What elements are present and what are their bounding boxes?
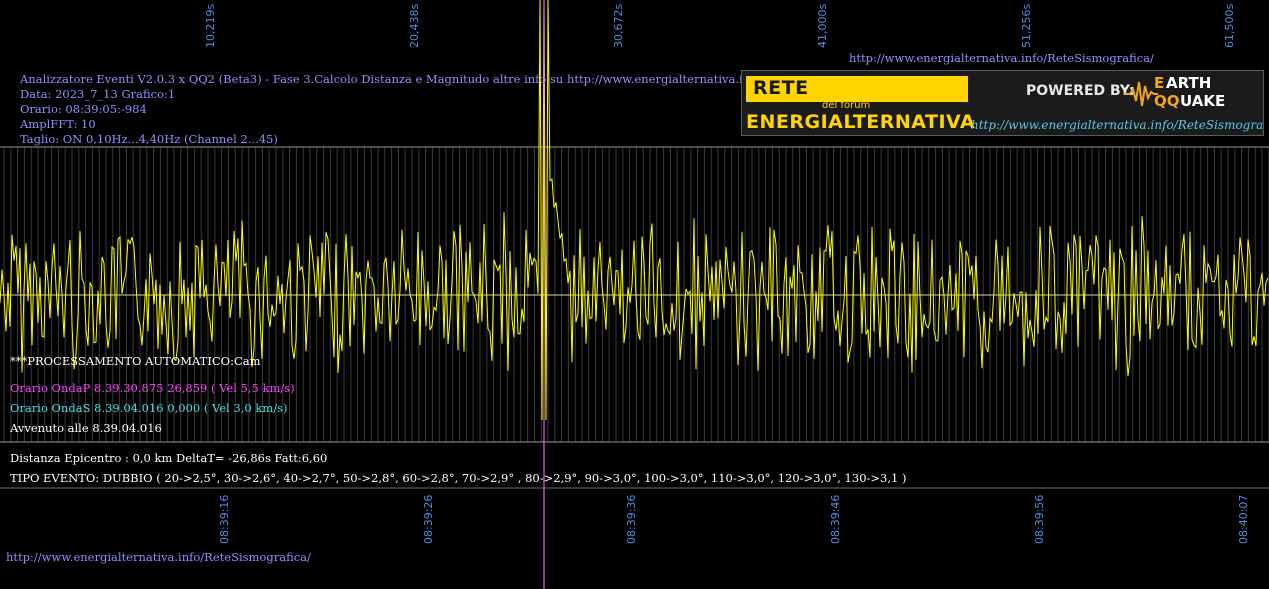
- event-time: Avvenuto alle 8.39.04.016: [10, 421, 162, 435]
- bottom-axis-label: 08:39:36: [625, 494, 638, 544]
- header-time: Orario: 08:39:05:-984: [20, 102, 147, 116]
- top-axis-label: 20,438s: [408, 3, 421, 48]
- top-axis-label: 61,500s: [1223, 3, 1236, 48]
- banner-subtitle: del forum: [822, 100, 871, 111]
- epicenter-distance: Distanza Epicentro : 0,0 km DeltaT= -26,…: [10, 451, 328, 465]
- banner-title-2: ENERGIALTERNATIVA: [746, 111, 976, 133]
- top-axis-label: 41,000s: [816, 3, 829, 48]
- banner-title: RETE SISMOGRAFICA: [753, 77, 923, 121]
- processing-auto: ***PROCESSAMENTO AUTOMATICO:Cam: [10, 354, 261, 368]
- header-info: Analizzatore Eventi V2.0.3 x QQ2 (Beta3)…: [20, 72, 820, 147]
- top-axis-label: 51,256s: [1020, 3, 1033, 48]
- top-url-link[interactable]: http://www.energialternativa.info/ReteSi…: [849, 51, 1154, 65]
- bottom-axis-label: 08:39:16: [218, 494, 231, 544]
- banner-title-bg: RETE SISMOGRAFICA: [746, 76, 968, 121]
- top-axis-label: 10,219s: [204, 3, 217, 48]
- event-type: TIPO EVENTO: DUBBIO ( 20->2,5°, 30->2,6°…: [10, 471, 907, 485]
- logo-uake: UAKE: [1180, 92, 1226, 110]
- logo-qq: QQ: [1154, 92, 1180, 110]
- header-title: Analizzatore Eventi V2.0.3 x QQ2 (Beta3)…: [20, 72, 821, 86]
- header-amplfft: AmplFFT: 10: [20, 117, 96, 131]
- header-date: Data: 2023_7_13 Grafico:1: [20, 87, 176, 101]
- signal-trace: [0, 0, 1269, 421]
- top-axis-label: 30,672s: [612, 3, 625, 48]
- onda-p-time: Orario OndaP 8.39.30.875 26,859 ( Vel 5,…: [10, 381, 295, 395]
- bottom-url-link[interactable]: http://www.energialternativa.info/ReteSi…: [6, 550, 311, 564]
- powered-by-label: POWERED BY:: [1026, 83, 1135, 99]
- header-filter: Taglio: ON 0,10Hz...4,40Hz (Channel 2...…: [20, 132, 278, 146]
- bottom-axis-label: 08:39:26: [422, 494, 435, 544]
- bottom-axis-label: 08:39:46: [829, 494, 842, 544]
- bottom-axis-label: 08:40:07: [1237, 494, 1250, 544]
- logo-arth: ARTH: [1166, 74, 1212, 92]
- bottom-axis-label: 08:39:56: [1033, 494, 1046, 544]
- onda-s-time: Orario OndaS 8.39.04.016 0,000 ( Vel 3,0…: [10, 401, 288, 415]
- seismogram-logo-icon: [1124, 81, 1158, 107]
- banner-url[interactable]: http://www.energialternativa.info/ReteSi…: [971, 118, 1264, 132]
- rete-sismografica-banner[interactable]: RETE SISMOGRAFICA del forum ENERGIALTERN…: [741, 70, 1264, 136]
- logo-e: E: [1154, 74, 1165, 92]
